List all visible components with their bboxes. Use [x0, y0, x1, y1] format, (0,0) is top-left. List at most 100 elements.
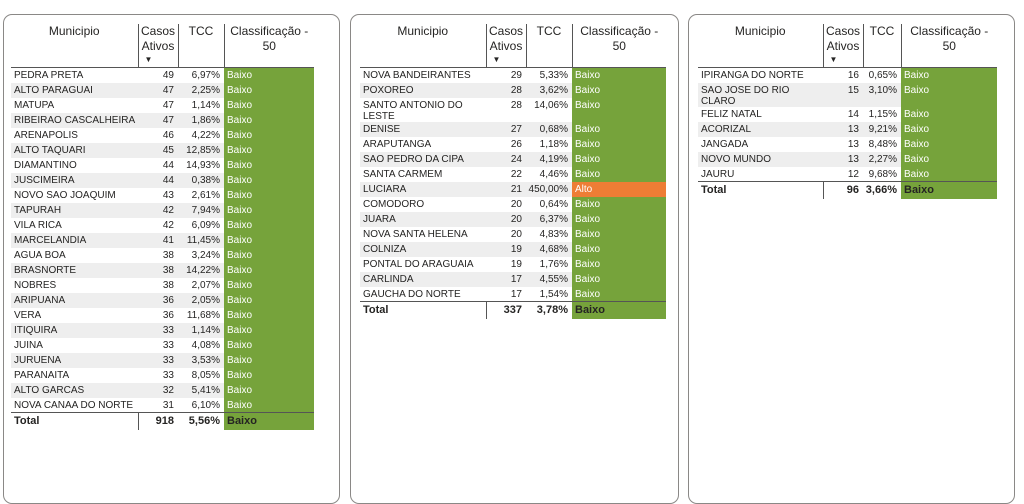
table-row[interactable]: COLNIZA 19 4,68% Baixo [360, 241, 666, 257]
table-row[interactable]: GAUCHA DO NORTE 17 1,54% Baixo [360, 286, 666, 302]
total-classificacao: Baixo [572, 301, 666, 319]
table-row[interactable]: BRASNORTE 38 14,22% Baixo [11, 262, 314, 278]
cell-municipio: SAO JOSE DO RIO CLARO [698, 82, 823, 107]
table-row[interactable]: JUINA 33 4,08% Baixo [11, 337, 314, 353]
column-header-tcc[interactable]: TCC [526, 24, 573, 68]
cell-casos-ativos: 17 [486, 271, 526, 287]
table-row[interactable]: SAO PEDRO DA CIPA 24 4,19% Baixo [360, 151, 666, 167]
table-row[interactable]: PONTAL DO ARAGUAIA 19 1,76% Baixo [360, 256, 666, 272]
table-row[interactable]: JUARA 20 6,37% Baixo [360, 211, 666, 227]
table-row[interactable]: SANTO ANTONIO DO LESTE 28 14,06% Baixo [360, 97, 666, 122]
table-row[interactable]: ITIQUIRA 33 1,14% Baixo [11, 322, 314, 338]
column-header-casos-ativos[interactable]: Casos Ativos ▼ [822, 24, 864, 68]
table-row[interactable]: ACORIZAL 13 9,21% Baixo [698, 121, 997, 137]
cell-tcc: 4,68% [526, 241, 572, 257]
cell-tcc: 4,19% [526, 151, 572, 167]
total-label: Total [11, 412, 138, 430]
column-header-classificacao[interactable]: Classificação - 50 [572, 24, 666, 68]
cell-municipio: SANTO ANTONIO DO LESTE [363, 99, 463, 122]
cell-tcc: 1,86% [178, 112, 224, 128]
table-row[interactable]: LUCIARA 21 450,00% Alto [360, 181, 666, 197]
column-header-casos-ativos[interactable]: Casos Ativos ▼ [137, 24, 179, 68]
column-header-municipio[interactable]: Municipio [360, 24, 486, 68]
column-header-casos-ativos[interactable]: Casos Ativos ▼ [485, 24, 527, 68]
total-classificacao: Baixo [224, 412, 314, 430]
cell-municipio: NOVA SANTA HELENA [363, 228, 468, 240]
table-row[interactable]: COMODORO 20 0,64% Baixo [360, 196, 666, 212]
cell-classificacao: Baixo [224, 217, 314, 233]
cell-tcc: 3,62% [526, 82, 572, 98]
cell-tcc: 6,37% [526, 211, 572, 227]
cell-municipio: NOVO MUNDO [698, 151, 823, 167]
cell-municipio: ALTO TAQUARI [11, 142, 138, 158]
cell-classificacao: Baixo [224, 67, 314, 83]
table-row[interactable]: PEDRA PRETA 49 6,97% Baixo [11, 67, 314, 83]
table-row[interactable]: ALTO GARCAS 32 5,41% Baixo [11, 382, 314, 398]
table-row[interactable]: VILA RICA 42 6,09% Baixo [11, 217, 314, 233]
table-row[interactable]: FELIZ NATAL 14 1,15% Baixo [698, 106, 997, 122]
table-row[interactable]: NOVO SAO JOAQUIM 43 2,61% Baixo [11, 187, 314, 203]
cell-municipio: RIBEIRAO CASCALHEIRA [11, 112, 138, 128]
table-row[interactable]: SAO JOSE DO RIO CLARO 15 3,10% Baixo [698, 82, 997, 107]
column-header-classificacao[interactable]: Classificação - 50 [901, 24, 997, 68]
cell-casos-ativos: 22 [510, 168, 522, 180]
table-row[interactable]: NOBRES 38 2,07% Baixo [11, 277, 314, 293]
cell-municipio: ARIPUANA [11, 292, 138, 308]
cell-municipio: MATUPA [14, 99, 55, 111]
table-row[interactable]: ARAPUTANGA 26 1,18% Baixo [360, 136, 666, 152]
table-row[interactable]: ARENAPOLIS 46 4,22% Baixo [11, 127, 314, 143]
cell-tcc: 2,07% [191, 279, 220, 291]
cell-municipio: BRASNORTE [11, 262, 138, 278]
column-header-classificacao[interactable]: Classificação - 50 [224, 24, 314, 68]
total-row: Total 337 3,78% Baixo [360, 301, 666, 319]
table-header: Municipio Casos Ativos ▼ TCC Classificaçã… [698, 24, 997, 68]
table-row[interactable]: SANTA CARMEM 22 4,46% Baixo [360, 166, 666, 182]
cell-tcc: 8,05% [191, 369, 220, 381]
table-row[interactable]: DIAMANTINO 44 14,93% Baixo [11, 157, 314, 173]
table-row[interactable]: JURUENA 33 3,53% Baixo [11, 352, 314, 368]
table-row[interactable]: NOVO MUNDO 13 2,27% Baixo [698, 151, 997, 167]
table-row[interactable]: AGUA BOA 38 3,24% Baixo [11, 247, 314, 263]
cell-casos-ativos: 44 [138, 172, 178, 188]
cell-classificacao: Baixo [572, 196, 666, 212]
table-row[interactable]: JANGADA 13 8,48% Baixo [698, 136, 997, 152]
table-row[interactable]: JAURU 12 9,68% Baixo [698, 166, 997, 182]
cell-classificacao: Baixo [224, 157, 314, 173]
table-row[interactable]: ARIPUANA 36 2,05% Baixo [11, 292, 314, 308]
table-row[interactable]: PARANAITA 33 8,05% Baixo [11, 367, 314, 383]
cell-casos-ativos: 13 [847, 138, 859, 150]
column-header-tcc[interactable]: TCC [863, 24, 902, 68]
table-row[interactable]: ALTO TAQUARI 45 12,85% Baixo [11, 142, 314, 158]
cell-tcc: 2,61% [191, 189, 220, 201]
cell-casos-ativos: 31 [162, 399, 174, 411]
cell-tcc: 14,93% [186, 159, 220, 171]
cell-municipio: JAURU [701, 168, 735, 180]
column-header-tcc[interactable]: TCC [178, 24, 225, 68]
table-row[interactable]: POXOREO 28 3,62% Baixo [360, 82, 666, 98]
table-row[interactable]: NOVA BANDEIRANTES 29 5,33% Baixo [360, 67, 666, 83]
cell-tcc: 6,97% [191, 70, 220, 81]
cell-classificacao: Baixo [572, 211, 666, 227]
column-header-municipio[interactable]: Municipio [11, 24, 138, 68]
table-row[interactable]: TAPURAH 42 7,94% Baixo [11, 202, 314, 218]
table-row[interactable]: VERA 36 11,68% Baixo [11, 307, 314, 323]
table-row[interactable]: JUSCIMEIRA 44 0,38% Baixo [11, 172, 314, 188]
table-row[interactable]: MATUPA 47 1,14% Baixo [11, 97, 314, 113]
cell-tcc: 9,68% [868, 168, 897, 180]
cell-classificacao: Baixo [224, 277, 314, 293]
table-row[interactable]: ALTO PARAGUAI 47 2,25% Baixo [11, 82, 314, 98]
table-row[interactable]: IPIRANGA DO NORTE 16 0,65% Baixo [698, 67, 997, 83]
table-row[interactable]: NOVA CANAA DO NORTE 31 6,10% Baixo [11, 397, 314, 413]
table-row[interactable]: RIBEIRAO CASCALHEIRA 47 1,86% Baixo [11, 112, 314, 128]
cell-municipio: PONTAL DO ARAGUAIA [363, 258, 474, 270]
table-row[interactable]: MARCELANDIA 41 11,45% Baixo [11, 232, 314, 248]
municipio-table: Municipio Casos Ativos ▼ TCC Classificaçã… [698, 24, 997, 199]
table-row[interactable]: CARLINDA 17 4,55% Baixo [360, 271, 666, 287]
table-row[interactable]: DENISE 27 0,68% Baixo [360, 121, 666, 137]
column-header-municipio[interactable]: Municipio [698, 24, 823, 68]
cell-casos-ativos: 28 [486, 82, 526, 98]
cell-tcc: 0,38% [178, 172, 224, 188]
table-row[interactable]: NOVA SANTA HELENA 20 4,83% Baixo [360, 226, 666, 242]
cell-municipio: PARANAITA [14, 369, 70, 381]
cell-casos-ativos: 38 [162, 249, 174, 261]
